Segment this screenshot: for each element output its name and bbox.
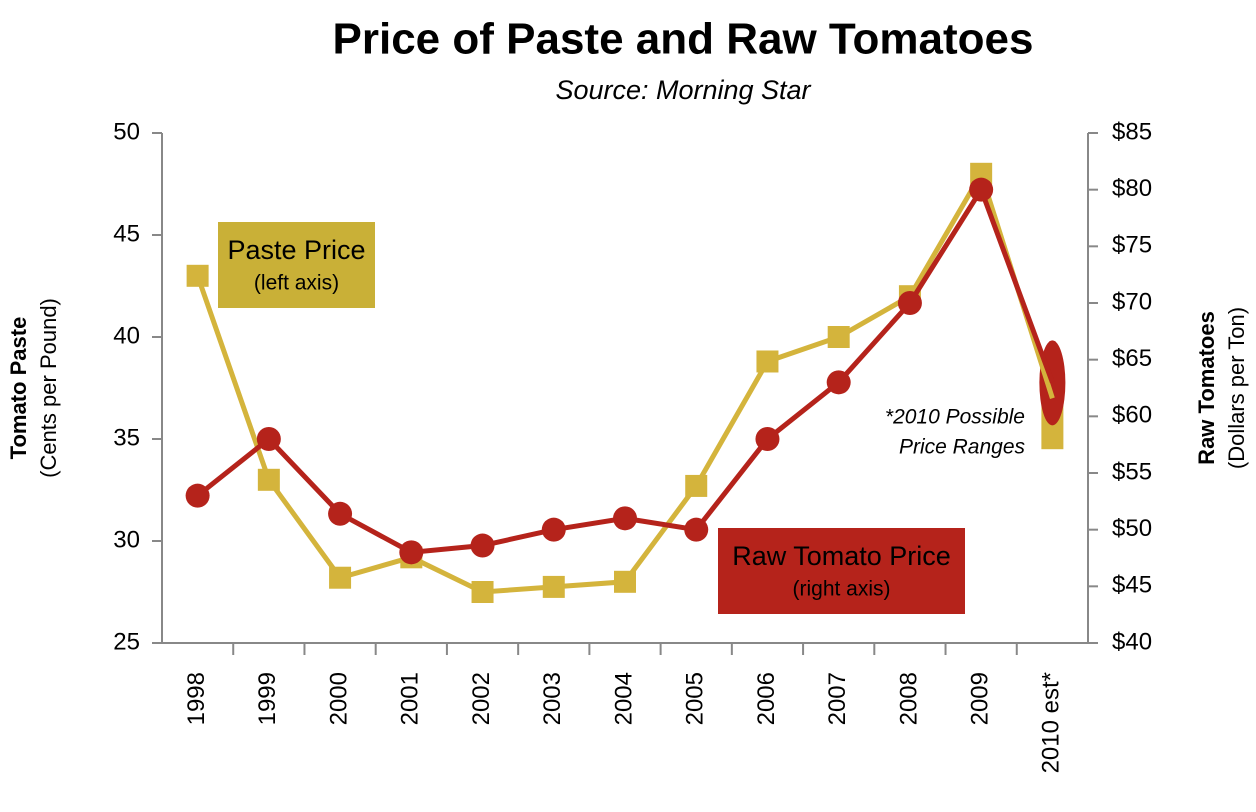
y2-tick-label: $65 xyxy=(1112,345,1152,372)
point xyxy=(969,177,994,202)
y2-axis-title-line: (Dollars per Ton) xyxy=(1224,307,1249,469)
y2-tick-label: $85 xyxy=(1112,118,1152,145)
x-tick-group: 2001 xyxy=(397,672,424,725)
x-tick-group: 2000 xyxy=(325,672,352,725)
x-tick-label: 1999 xyxy=(254,672,281,725)
y2-tick-label: $55 xyxy=(1112,458,1152,485)
y-tick-label: 45 xyxy=(113,220,140,247)
point xyxy=(827,326,850,348)
x-tick-group: 2002 xyxy=(468,672,495,725)
point xyxy=(328,501,353,526)
y-axis-title-line: Tomato Paste xyxy=(6,317,31,460)
chart-subtitle: Source: Morning Star xyxy=(555,75,811,105)
annotation: *2010 Possible xyxy=(885,406,1025,429)
x-tick-label: 2000 xyxy=(325,672,352,725)
point xyxy=(542,575,565,598)
x-tick-label: 2006 xyxy=(753,672,780,725)
point xyxy=(897,291,922,315)
x-tick-label: 2010 est* xyxy=(1038,672,1065,773)
point xyxy=(755,427,780,451)
x-tick-group: 2009 xyxy=(966,672,993,725)
point xyxy=(470,533,495,558)
x-tick-label: 2007 xyxy=(824,672,851,725)
legend-box xyxy=(718,528,965,614)
y-tick-label: 30 xyxy=(113,526,140,553)
x-tick-group: 1999 xyxy=(254,672,281,725)
y2-tick-label: $45 xyxy=(1112,572,1152,599)
y-tick-label: 35 xyxy=(113,424,140,451)
point xyxy=(185,483,210,508)
point xyxy=(256,427,281,451)
point xyxy=(541,517,566,542)
y2-axis-title: Raw Tomatoes (Dollars per Ton) xyxy=(1194,307,1249,469)
x-tick-label: 2001 xyxy=(397,672,424,725)
x-tick-group: 2004 xyxy=(610,672,637,725)
x-tick-group: 2006 xyxy=(753,672,780,725)
y2-tick-label: $40 xyxy=(1112,628,1152,655)
x-tick-group: 2010 est* xyxy=(1038,672,1065,773)
x-tick-label: 2008 xyxy=(895,672,922,725)
y-axis-title-line: (Cents per Pound) xyxy=(36,298,61,478)
point xyxy=(257,468,280,491)
point xyxy=(471,581,494,603)
x-tick-group: 2003 xyxy=(539,672,566,725)
point xyxy=(614,570,636,593)
point xyxy=(756,350,779,373)
legend-box xyxy=(218,222,375,308)
y-axis-title: Tomato Paste (Cents per Pound) xyxy=(6,298,61,478)
y2-tick-label: $60 xyxy=(1112,402,1152,429)
x-tick-group: 2005 xyxy=(682,672,709,725)
x-tick-group: 2008 xyxy=(895,672,922,725)
point xyxy=(399,540,424,565)
x-tick-label: 1998 xyxy=(183,672,210,725)
y2-tick-label: $70 xyxy=(1112,288,1152,315)
x-tick-label: 2005 xyxy=(682,672,709,725)
chart-title: Price of Paste and Raw Tomatoes xyxy=(333,15,1034,64)
x-tick-group: 2007 xyxy=(824,672,851,725)
y-tick-label: 50 xyxy=(113,118,140,145)
x-tick-group: 1998 xyxy=(183,672,210,725)
y2-tick-label: $50 xyxy=(1112,515,1152,542)
legend-label: Paste Price xyxy=(227,235,365,265)
y-tick-label: 25 xyxy=(113,628,140,655)
x-tick-label: 2003 xyxy=(539,672,566,725)
point xyxy=(685,474,708,497)
x-tick-label: 2002 xyxy=(468,672,495,725)
point xyxy=(826,370,851,395)
y-tick-label: 40 xyxy=(113,322,140,349)
legend-note: (right axis) xyxy=(792,578,890,601)
y2-tick-label: $75 xyxy=(1112,232,1152,259)
annotation: Price Ranges xyxy=(899,436,1026,459)
y2-axis-title-line: Raw Tomatoes xyxy=(1194,311,1219,465)
point xyxy=(684,517,709,542)
point xyxy=(329,566,352,589)
point xyxy=(613,506,637,531)
y2-tick-label: $80 xyxy=(1112,175,1152,202)
x-tick-label: 2004 xyxy=(610,672,637,725)
legend-label: Raw Tomato Price xyxy=(732,541,951,571)
point xyxy=(186,264,209,287)
legend-note: (left axis) xyxy=(254,272,339,295)
x-tick-label: 2009 xyxy=(966,672,993,725)
